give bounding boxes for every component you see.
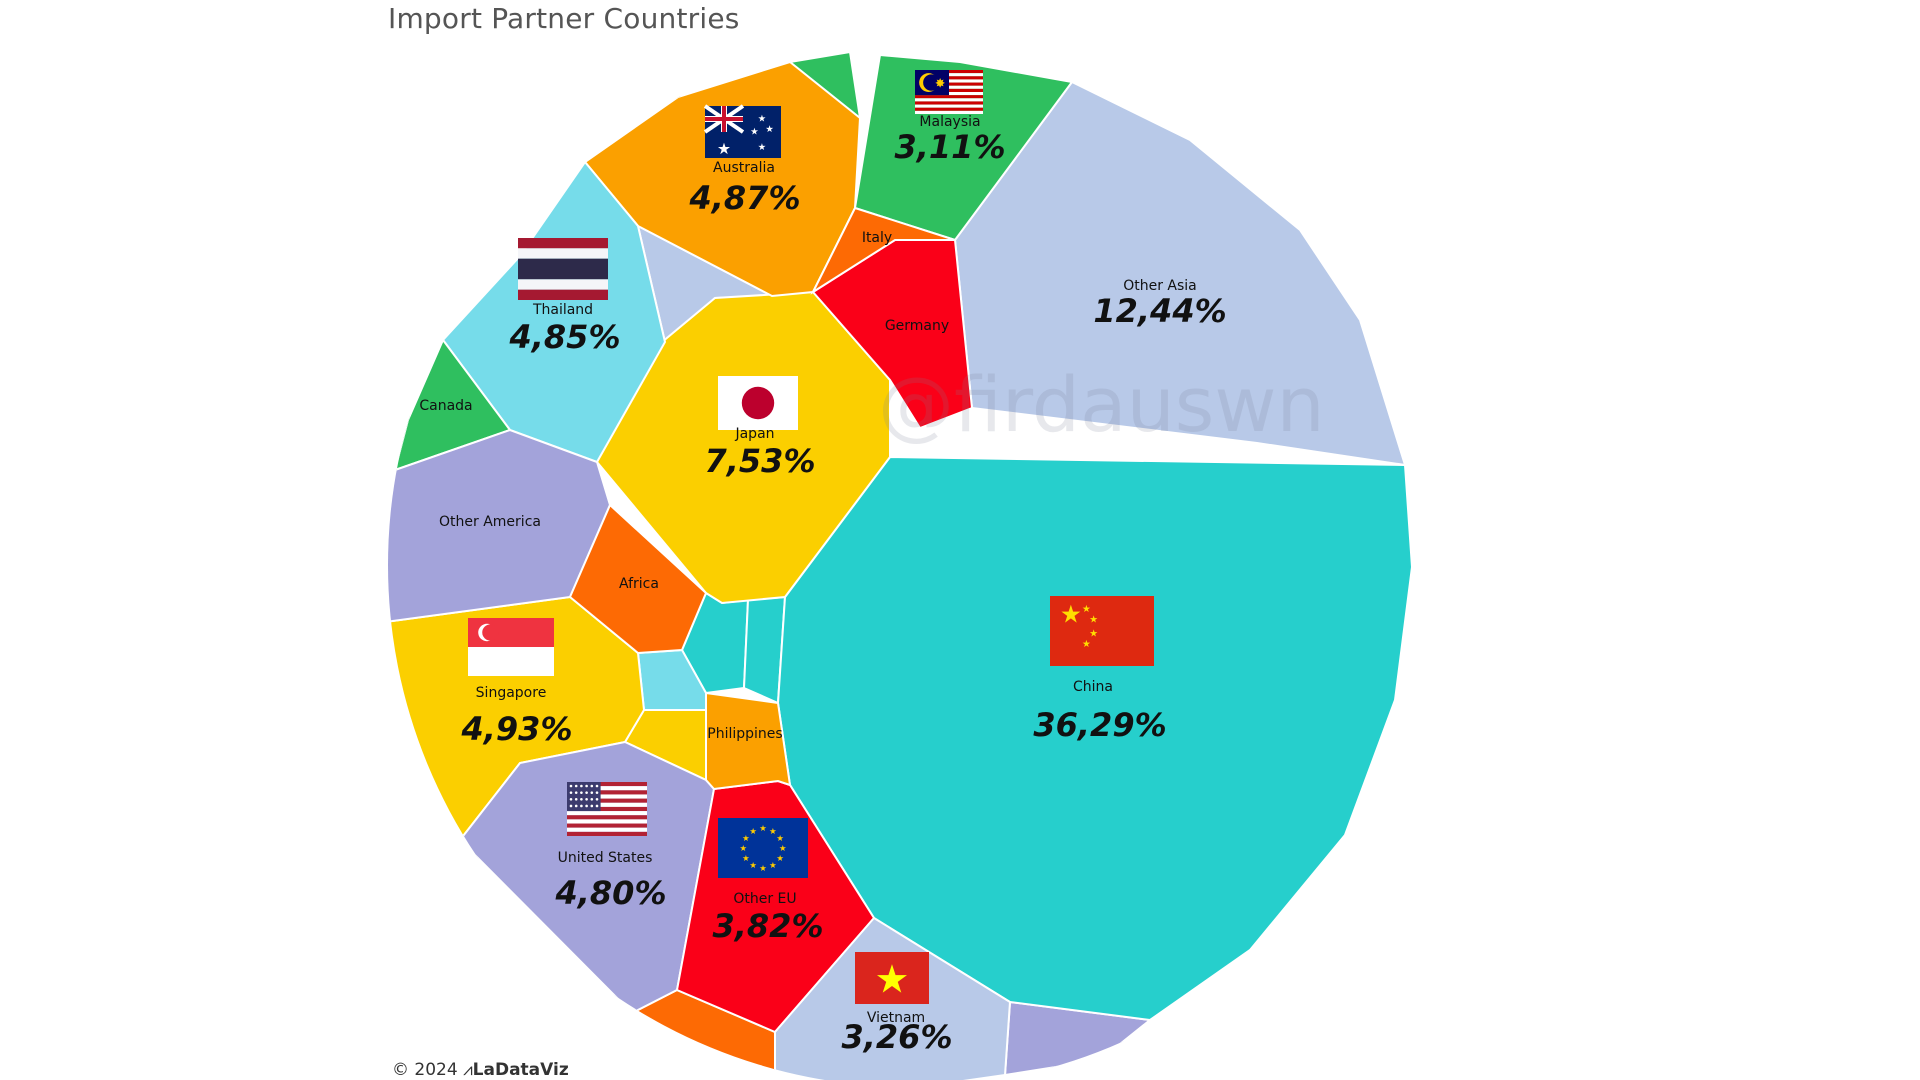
value-united-states: 4,80% [554, 874, 666, 912]
svg-text:★: ★ [1082, 604, 1091, 615]
svg-text:★: ★ [750, 127, 758, 137]
value-vietnam: 3,26% [841, 1018, 952, 1056]
label-malaysia: Malaysia [919, 114, 980, 130]
svg-text:★: ★ [769, 826, 777, 836]
svg-text:★: ★ [759, 823, 767, 833]
value-japan: 7,53% [704, 442, 815, 480]
thailand-flag [518, 238, 608, 300]
cell-italy[interactable] [810, 206, 956, 295]
vietnam-flag: ★ [855, 952, 929, 1004]
value-malaysia: 3,11% [894, 128, 1005, 166]
label-canada: Canada [419, 398, 472, 414]
svg-text:✸: ✸ [935, 76, 946, 90]
malaysia-flag: ✸ [915, 70, 983, 114]
label-japan: Japan [734, 426, 774, 442]
label-other-america: Other America [439, 514, 541, 530]
svg-text:★: ★ [717, 141, 731, 158]
brand-name: LaDataViz [472, 1060, 569, 1080]
svg-text:★: ★ [758, 114, 766, 124]
china-flag: ★ ★★★★ [1050, 596, 1154, 666]
label-other-eu: Other EU [733, 891, 796, 907]
svg-text:★: ★ [749, 860, 757, 870]
svg-text:★: ★ [765, 124, 773, 134]
usa-flag [567, 782, 647, 836]
label-australia: Australia [713, 160, 775, 176]
cell-other-asia[interactable] [953, 80, 1407, 467]
svg-text:★: ★ [769, 860, 777, 870]
svg-text:★: ★ [1060, 602, 1082, 629]
australia-flag: ★★★ ★★ [703, 104, 781, 158]
svg-text:★: ★ [1089, 629, 1098, 640]
label-africa: Africa [619, 576, 659, 592]
eu-flag: ★★★★★★★★★ ★ ★★ [718, 818, 808, 878]
label-italy: Italy [862, 230, 892, 246]
value-other-asia: 12,44% [1093, 292, 1226, 330]
copyright-text: © 2024 [392, 1060, 458, 1080]
svg-text:★: ★ [779, 843, 787, 853]
singapore-flag [468, 618, 554, 676]
value-other-eu: 3,82% [712, 907, 823, 945]
cell-africa[interactable] [568, 503, 708, 655]
svg-text:★: ★ [742, 833, 750, 843]
label-other-asia: Other Asia [1123, 278, 1197, 294]
cell-japan[interactable] [595, 290, 891, 605]
svg-text:★: ★ [749, 826, 757, 836]
label-united-states: United States [558, 850, 653, 866]
value-thailand: 4,85% [508, 318, 620, 356]
svg-text:★: ★ [1082, 639, 1091, 650]
svg-text:★: ★ [742, 853, 750, 863]
chart-title: Import Partner Countries [388, 2, 740, 35]
cell-philippines[interactable] [705, 691, 792, 791]
svg-text:★: ★ [1089, 615, 1098, 626]
svg-text:★: ★ [776, 853, 784, 863]
svg-text:★: ★ [776, 833, 784, 843]
japan-flag [718, 376, 798, 430]
label-vietnam: Vietnam [867, 1010, 925, 1026]
label-singapore: Singapore [476, 685, 547, 701]
footer-credit: © 2024 ⩘LaDataViz [392, 1060, 569, 1080]
label-philippines: Philippines [707, 726, 782, 742]
svg-text:★: ★ [759, 863, 767, 873]
brand-logo-icon: ⩘ [463, 1060, 473, 1080]
svg-text:★: ★ [758, 142, 766, 152]
svg-text:★: ★ [875, 959, 910, 1002]
value-singapore: 4,93% [460, 710, 572, 748]
value-china: 36,29% [1033, 706, 1166, 744]
label-china: China [1073, 679, 1113, 695]
label-germany: Germany [885, 318, 949, 334]
value-australia: 4,87% [688, 179, 800, 217]
svg-text:★: ★ [739, 843, 747, 853]
label-thailand: Thailand [532, 302, 593, 318]
